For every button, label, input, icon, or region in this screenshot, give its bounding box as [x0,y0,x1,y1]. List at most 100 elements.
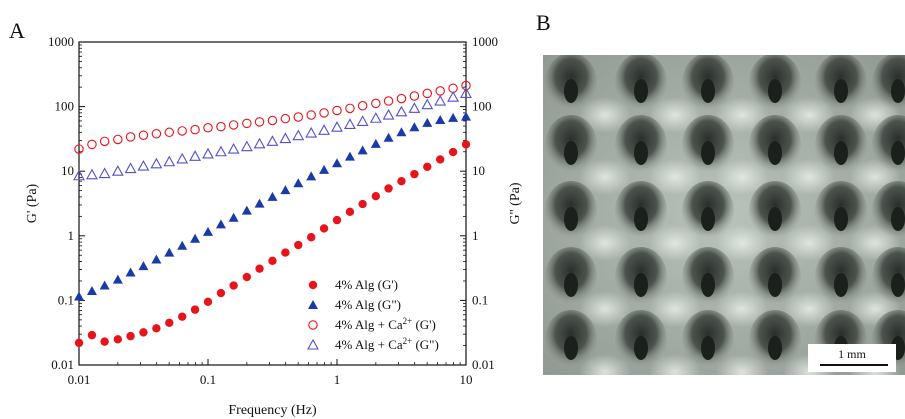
series-alg-ca-gdoubleprime-point [344,118,356,129]
series-alg-gdoubleprime-point [357,145,368,155]
series-alg-ca-gprime-point [216,121,226,132]
y-tick-label-left: 10 [61,163,74,178]
series-alg-gprime-point [165,318,174,328]
series-alg-ca-gprime-point [345,103,355,114]
y-tick-label-right: 0.01 [472,357,495,372]
microneedle-tip [834,273,848,297]
scale-bar: 1 mm [808,344,896,372]
photo-highlight [649,291,701,327]
photo-highlight [783,291,835,327]
series-alg-ca-gdoubleprime-point [305,126,318,138]
series-alg-gdoubleprime-point [138,261,149,271]
series-alg-ca-gprime-point [190,124,200,135]
legend-marker [308,300,318,309]
microneedle-tip [891,141,905,165]
series-alg-gprime-point [268,256,277,266]
series-alg-gdoubleprime-point [241,205,252,215]
scale-bar-label: 1 mm [838,347,866,361]
series-alg-gprime-point [423,162,432,171]
series-alg-ca-gprime-point [396,93,407,104]
series-alg-gdoubleprime-point [86,285,97,295]
series-alg-ca-gdoubleprime-point [408,102,421,113]
series-alg-gdoubleprime-point [254,198,265,208]
series-alg-gprime-point [139,328,148,337]
series-alg-gdoubleprime-point [409,122,420,132]
series-alg-ca-gprime-point [138,130,149,141]
y-tick-label-left: 1000 [48,34,74,49]
y-tick-label-right: 10 [472,163,485,178]
legend-marker [307,338,319,350]
photo-highlight [649,159,701,195]
series-alg-gprime-point [397,177,406,186]
series-alg-ca-gprime-point [113,134,123,145]
photo-highlight [649,97,701,133]
x-tick-label: 0.01 [68,372,91,387]
series-alg-gdoubleprime-point [177,240,188,250]
series-alg-ca-gdoubleprime-point [292,129,305,141]
series-alg-ca-gdoubleprime-point [356,115,369,126]
series-alg-ca-gdoubleprime-point [189,150,202,161]
series-alg-gprime-point [74,338,84,348]
microneedle-tip [891,79,905,103]
series-alg-gprime-point [461,140,471,149]
series-alg-ca-gprime-point [293,112,304,122]
series-alg-gprime-point [113,335,123,344]
series-alg-ca-gprime-point [357,101,368,111]
hydrogel-microneedle-array-photo [543,55,905,375]
series-alg-gprime-point [216,288,226,298]
series-alg-ca-gdoubleprime-point [331,121,343,132]
series-alg-gdoubleprime-point [448,112,459,122]
series-alg-ca-gdoubleprime-point [98,167,111,179]
x-tick-label: 10 [460,372,473,387]
legend-label: 4% Alg + Ca2+ (G") [335,336,439,352]
series-alg-ca-gdoubleprime-point [447,91,460,102]
series-alg-ca-gdoubleprime-point [318,124,331,135]
microneedle-tip [834,79,848,103]
microneedle-tip [564,336,578,360]
series-alg-ca-gprime-point [461,80,471,91]
series-alg-ca-gprime-point [125,132,136,142]
series-alg-gprime-point [345,207,355,217]
series-alg-ca-gprime-point [267,115,278,126]
y-tick-label-right: 1000 [472,34,498,49]
microneedle-tip [701,79,715,103]
series-alg-ca-gprime-point [151,128,162,139]
plot-frame [78,41,467,366]
series-alg-gdoubleprime-point [112,274,123,284]
y-axis-title-right: G'' (Pa) [508,182,523,224]
series-alg-gprime-point [178,312,187,321]
microneedle-tip [564,207,578,231]
series-alg-ca-gprime-point [164,127,175,138]
microneedle-tip [701,273,715,297]
series-alg-gdoubleprime-point [74,291,84,301]
series-alg-gdoubleprime-point [190,233,201,243]
microneedle-tip [701,336,715,360]
series-alg-ca-gprime-point [228,120,239,130]
microneedle-tip [891,273,905,297]
series-alg-gdoubleprime-point [344,151,355,161]
series-alg-ca-gprime-point [280,113,291,124]
series-alg-ca-gprime-point [319,108,329,118]
y-tick-label-left: 0.01 [51,357,74,372]
series-alg-ca-gdoubleprime-point [86,168,98,180]
series-alg-gdoubleprime-point [125,267,136,277]
photo-highlight [649,354,701,375]
series-alg-gdoubleprime-point [267,191,278,201]
series-alg-gprime-point [294,240,303,250]
photo-highlight [783,225,835,261]
series-alg-ca-gdoubleprime-point [124,162,137,174]
series-alg-ca-gdoubleprime-point [150,157,163,169]
y-axis-title-left: G' (Pa) [25,183,40,223]
y-tick-label-left: 1 [68,228,75,243]
series-alg-ca-gdoubleprime-point [253,137,266,149]
series-alg-ca-gdoubleprime-point [111,165,124,176]
series-alg-gdoubleprime-point [306,171,317,181]
y-tick-label-left: 100 [55,99,75,114]
series-alg-gprime-point [332,215,342,225]
series-alg-gprime-point [307,233,316,242]
series-alg-ca-gprime-point [371,98,381,109]
series-alg-ca-gprime-point [435,86,445,96]
series-alg-ca-gdoubleprime-point [279,132,292,144]
series-alg-gprime-point [255,264,264,273]
series-alg-gdoubleprime-point [293,178,304,188]
